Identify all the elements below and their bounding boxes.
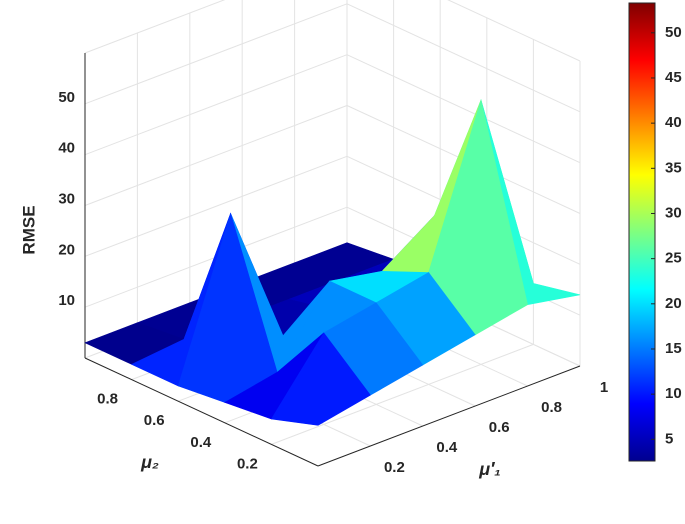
z-tick-label: 50 [58, 89, 75, 106]
axis-line [84, 357, 319, 467]
y-tick-label: 0.6 [144, 412, 165, 429]
x-tick-label: 1 [600, 379, 608, 396]
colorbar-tick-label: 25 [665, 250, 682, 267]
box-edge [84, 0, 226, 54]
z-tick-label: 30 [58, 190, 75, 207]
y-tick-label: 0.4 [190, 434, 212, 451]
colorbar-tick-label: 40 [665, 114, 682, 131]
z-tick-label: 20 [58, 241, 75, 258]
x-tick-label: 0.4 [436, 439, 458, 456]
colorbar [628, 2, 656, 462]
grid-line [84, 54, 348, 156]
z-tick-label: 40 [58, 140, 75, 157]
grid-line [271, 343, 534, 445]
colorbar-tick-label: 45 [665, 69, 682, 86]
x-tick-label: 0.6 [489, 419, 510, 436]
grid-line [346, 54, 581, 164]
colorbar-tick-label: 30 [665, 204, 682, 221]
axis-line [317, 365, 581, 467]
grid-line [84, 3, 348, 105]
colorbar-tick-label: 50 [665, 24, 682, 41]
surface-patch [270, 332, 371, 426]
colorbar-tick-label: 35 [665, 159, 682, 176]
colorbar-tick-label: 20 [665, 295, 682, 312]
grid-line [346, 3, 581, 113]
grid-line [84, 105, 348, 206]
y-axis-label: μ₂ [140, 452, 159, 472]
x-axis-label: μ′₁ [478, 459, 501, 479]
z-tick-label: 10 [58, 292, 75, 309]
x-tick-label: 0.8 [541, 399, 562, 416]
colorbar-tick-label: 15 [665, 340, 682, 357]
grid-line [84, 155, 348, 257]
box-edge [447, 0, 581, 62]
y-tick-label: 0.2 [237, 455, 258, 472]
colorbar-tick-label: 10 [665, 385, 682, 402]
z-axis-label: RMSE [19, 205, 38, 254]
x-tick-label: 0.2 [384, 459, 405, 476]
colorbar-tick-label: 5 [665, 430, 673, 447]
y-tick-label: 0.8 [97, 391, 118, 408]
